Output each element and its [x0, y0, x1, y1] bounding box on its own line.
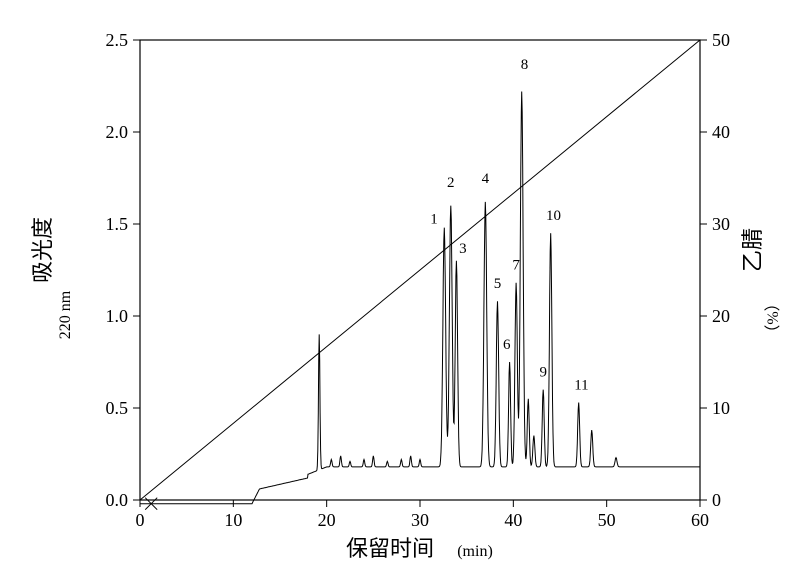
peak-label-7: 7 [512, 258, 520, 274]
peak-label-10: 10 [546, 208, 561, 224]
svg-text:20: 20 [318, 510, 336, 530]
peak-label-6: 6 [503, 337, 511, 353]
svg-text:40: 40 [712, 122, 730, 142]
peak-label-4: 4 [482, 171, 490, 187]
svg-text:1.5: 1.5 [106, 214, 129, 234]
chromatogram-chart: 0102030405060保留时间(min)0.00.51.01.52.02.5… [0, 0, 800, 580]
peak-label-8: 8 [521, 57, 529, 73]
peak-label-1: 1 [430, 212, 438, 228]
svg-text:20: 20 [712, 306, 730, 326]
peak-label-11: 11 [574, 377, 588, 393]
svg-text:50: 50 [598, 510, 616, 530]
peak-label-3: 3 [459, 241, 467, 257]
svg-text:30: 30 [712, 214, 730, 234]
peak-label-9: 9 [539, 364, 547, 380]
svg-text:10: 10 [712, 398, 730, 418]
svg-text:0.0: 0.0 [106, 490, 129, 510]
svg-text:40: 40 [504, 510, 522, 530]
svg-text:保留时间: 保留时间 [346, 536, 434, 561]
svg-text:（%）: （%） [764, 295, 782, 340]
svg-text:0: 0 [712, 490, 721, 510]
svg-text:1.0: 1.0 [106, 306, 129, 326]
svg-text:乙腈: 乙腈 [740, 228, 765, 272]
svg-text:吸光度: 吸光度 [30, 217, 55, 283]
svg-text:0.5: 0.5 [106, 398, 129, 418]
svg-text:(min): (min) [457, 543, 493, 560]
peak-label-5: 5 [494, 276, 502, 292]
svg-text:220 nm: 220 nm [57, 290, 74, 339]
svg-text:30: 30 [411, 510, 429, 530]
peak-label-2: 2 [447, 175, 455, 191]
svg-text:2.0: 2.0 [106, 122, 129, 142]
svg-text:60: 60 [691, 510, 709, 530]
svg-text:50: 50 [712, 30, 730, 50]
svg-text:0: 0 [136, 510, 145, 530]
svg-text:10: 10 [224, 510, 242, 530]
svg-text:2.5: 2.5 [106, 30, 129, 50]
chromatogram-trace [140, 92, 700, 504]
chart-svg: 0102030405060保留时间(min)0.00.51.01.52.02.5… [0, 0, 800, 580]
